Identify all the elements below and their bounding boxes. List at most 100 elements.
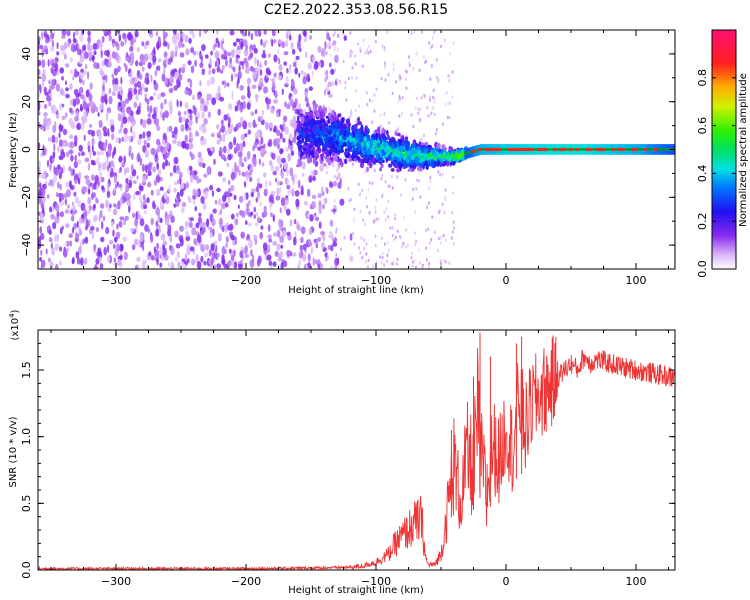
noise-dot xyxy=(164,159,169,167)
noise-dot xyxy=(420,96,423,100)
noise-dot xyxy=(52,105,57,114)
noise-dot xyxy=(438,78,441,82)
noise-dot xyxy=(120,41,125,47)
noise-dot xyxy=(59,103,63,111)
noise-dot xyxy=(237,204,240,209)
noise-dot xyxy=(359,46,362,51)
noise-dot xyxy=(170,69,175,78)
noise-dot xyxy=(74,178,78,184)
ridge-peak xyxy=(516,147,522,152)
noise-dot xyxy=(212,208,217,214)
noise-dot xyxy=(61,76,64,81)
noise-dot xyxy=(364,51,367,55)
noise-dot xyxy=(49,161,52,171)
noise-dot xyxy=(319,61,321,70)
noise-dot xyxy=(325,51,328,55)
ridge-dot xyxy=(374,129,378,133)
noise-dot xyxy=(243,48,249,57)
noise-dot xyxy=(61,30,67,36)
noise-dot xyxy=(99,203,105,209)
ridge-dot xyxy=(390,139,393,144)
noise-dot xyxy=(233,73,238,78)
noise-dot xyxy=(411,251,414,256)
noise-dot xyxy=(334,54,339,64)
snr-frame xyxy=(37,329,676,571)
noise-dot xyxy=(381,173,384,178)
noise-dot xyxy=(383,263,386,267)
noise-dot xyxy=(247,129,251,135)
noise-dot xyxy=(104,50,109,56)
ridge-peak xyxy=(653,147,658,152)
colorbar-tick-label: 0.2 xyxy=(696,212,709,230)
ridge-dot xyxy=(325,140,329,146)
noise-dot xyxy=(201,111,205,119)
noise-dot xyxy=(230,50,235,58)
noise-dot xyxy=(199,62,204,68)
noise-dot xyxy=(329,230,332,235)
noise-dot xyxy=(55,203,60,212)
ridge-dot xyxy=(385,153,389,157)
noise-dot xyxy=(247,164,251,171)
noise-dot xyxy=(415,187,418,191)
noise-dot xyxy=(72,226,75,234)
ridge-dot xyxy=(386,129,389,136)
noise-dot xyxy=(433,100,436,104)
noise-dot xyxy=(168,161,171,167)
ridge-dot xyxy=(330,123,335,128)
noise-dot xyxy=(209,232,213,238)
noise-dot xyxy=(112,83,118,90)
noise-dot xyxy=(203,261,207,266)
noise-dot xyxy=(216,123,220,130)
noise-dot xyxy=(172,36,178,45)
noise-dot xyxy=(54,234,58,243)
noise-dot xyxy=(444,195,446,200)
noise-dot xyxy=(143,198,147,206)
noise-dot xyxy=(195,253,199,263)
noise-dot xyxy=(156,138,161,146)
noise-dot xyxy=(277,57,281,65)
noise-dot xyxy=(157,93,161,101)
noise-dot xyxy=(102,30,108,33)
noise-dot xyxy=(276,180,281,187)
ridge-dot xyxy=(343,135,347,141)
noise-dot xyxy=(245,207,250,216)
ridge-dot xyxy=(304,124,308,128)
noise-dot xyxy=(160,233,166,241)
noise-dot xyxy=(330,68,335,75)
noise-dot xyxy=(231,91,234,100)
ridge-dot xyxy=(332,151,335,157)
noise-dot xyxy=(328,234,331,239)
noise-dot xyxy=(365,196,368,200)
ridge-dot xyxy=(377,126,381,133)
noise-dot xyxy=(53,143,56,152)
noise-dot xyxy=(225,242,229,248)
noise-dot xyxy=(106,190,111,199)
noise-dot xyxy=(233,41,237,47)
noise-dot xyxy=(219,69,224,74)
noise-dot xyxy=(387,184,390,189)
noise-dot xyxy=(195,222,200,229)
noise-dot xyxy=(60,125,64,132)
noise-dot xyxy=(84,175,90,180)
noise-dot xyxy=(188,142,194,150)
noise-dot xyxy=(163,145,167,154)
noise-dot xyxy=(143,53,149,62)
ridge-dot xyxy=(333,146,338,154)
noise-dot xyxy=(312,257,315,266)
noise-dot xyxy=(38,101,41,110)
noise-dot xyxy=(303,36,308,43)
noise-dot xyxy=(390,261,393,266)
ridge-peak xyxy=(552,147,557,152)
noise-dot xyxy=(354,108,357,113)
noise-dot xyxy=(162,162,166,170)
noise-dot xyxy=(333,30,336,35)
noise-dot xyxy=(254,67,260,74)
noise-dot xyxy=(426,205,429,210)
noise-dot xyxy=(389,226,392,230)
noise-dot xyxy=(425,258,428,262)
noise-dot xyxy=(101,220,104,230)
ridge-dot xyxy=(356,129,360,136)
noise-dot xyxy=(221,202,226,210)
noise-dot xyxy=(68,166,72,172)
noise-dot xyxy=(420,30,423,34)
